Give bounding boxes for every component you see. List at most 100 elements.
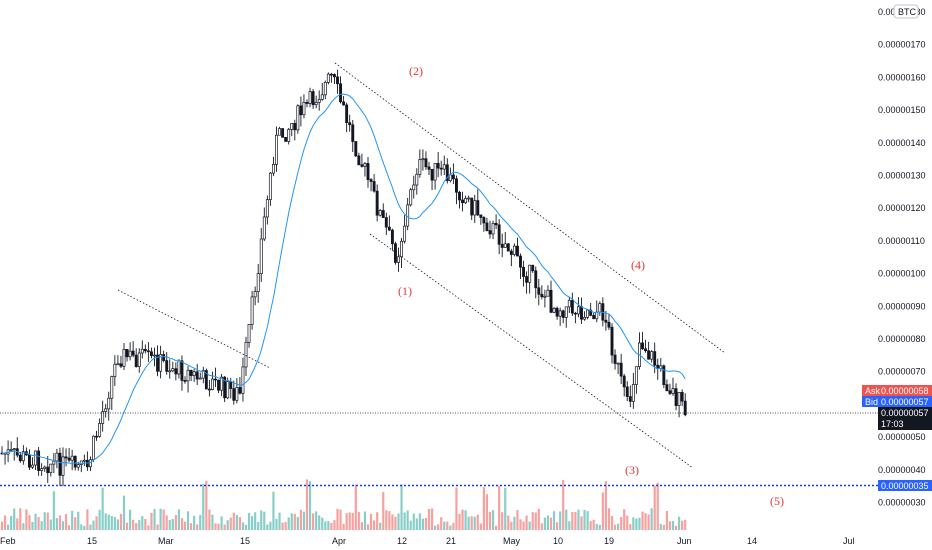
- trendline-feb[interactable]: [117, 289, 271, 369]
- volume-bar: [156, 524, 159, 530]
- volume-bar: [513, 516, 516, 530]
- volume-bar: [150, 512, 153, 530]
- volume-bar: [25, 509, 28, 530]
- volume-bar: [369, 513, 373, 530]
- candle: [186, 366, 190, 393]
- candle: [403, 214, 407, 244]
- volume-bar: [562, 479, 565, 530]
- volume-bar: [162, 509, 165, 530]
- candle: [662, 364, 666, 389]
- candle: [95, 430, 98, 441]
- candle: [595, 300, 599, 323]
- candle: [506, 242, 510, 252]
- volume-bar: [122, 495, 126, 530]
- candle: [421, 149, 425, 171]
- candle: [512, 243, 516, 257]
- volume-bar: [64, 514, 68, 530]
- candle: [625, 381, 629, 401]
- candles: [0, 69, 687, 487]
- volume-bar: [241, 522, 245, 530]
- candle: [259, 228, 263, 282]
- volume-bar: [266, 524, 269, 530]
- volume-bar: [113, 516, 116, 530]
- candle: [323, 80, 327, 100]
- candle: [653, 342, 657, 374]
- candle: [180, 355, 184, 391]
- price-tick-label: 0.00000100: [878, 269, 926, 279]
- price-tick-label: 0.00000090: [878, 301, 926, 311]
- volume-bar: [77, 511, 80, 530]
- candle: [293, 119, 297, 141]
- volume-bar: [525, 515, 528, 530]
- candle: [153, 347, 156, 367]
- volume-bar: [153, 508, 156, 530]
- price-axis[interactable]: 0.000001800.000001700.000001600.00000150…: [878, 7, 926, 508]
- volume-bar: [647, 514, 650, 530]
- candle: [586, 309, 590, 320]
- volume-bar: [281, 522, 284, 530]
- volume-bar: [174, 515, 177, 530]
- price-tick-label: 0.00000070: [878, 367, 926, 377]
- volume-bar: [190, 523, 193, 530]
- ask-badge: Ask 0.00000058: [862, 385, 932, 396]
- volume-bar: [244, 524, 248, 530]
- volume-bar: [272, 491, 275, 530]
- volume-bar: [464, 510, 467, 530]
- volume-bar: [318, 515, 321, 530]
- candle: [250, 290, 254, 330]
- candle: [515, 237, 519, 257]
- currency-label: BTC: [898, 7, 917, 17]
- date-tick-label: Mar: [158, 536, 174, 546]
- candle: [339, 76, 343, 104]
- volume-bar: [10, 515, 13, 530]
- candle: [567, 297, 571, 314]
- candle: [171, 361, 175, 373]
- volume-bar: [251, 516, 254, 530]
- volume-bar: [598, 524, 601, 530]
- date-tick-label: 14: [747, 536, 757, 546]
- volume-bar: [104, 513, 107, 530]
- candle: [195, 363, 199, 385]
- volume-bar: [284, 521, 287, 530]
- volume-bar: [13, 508, 16, 530]
- candle: [146, 342, 150, 362]
- countdown-timer: 17:03: [881, 419, 904, 429]
- volume-bar: [601, 492, 604, 530]
- volume-bar: [165, 515, 168, 530]
- volume-bar: [504, 487, 507, 530]
- volume-bar: [183, 521, 187, 530]
- date-tick-label: Feb: [0, 536, 16, 546]
- candle: [476, 189, 480, 217]
- candle: [122, 343, 126, 371]
- candle: [314, 95, 318, 109]
- volume-bar: [232, 512, 235, 530]
- candle: [576, 297, 580, 318]
- wave-label-3: (3): [625, 463, 639, 477]
- volume-bar: [290, 513, 293, 530]
- volume-bar: [476, 514, 479, 530]
- time-axis[interactable]: Feb 15 Mar 15 Apr 12 21 May 10 19 Jun 14 Jul: [0, 536, 855, 546]
- candle: [656, 358, 660, 380]
- volume-bar: [339, 509, 342, 530]
- candle: [82, 454, 86, 466]
- candle: [336, 69, 339, 94]
- volume-bar: [568, 521, 571, 530]
- candle: [156, 345, 159, 377]
- candle: [494, 214, 498, 230]
- volume-bar: [446, 521, 449, 530]
- candle: [189, 369, 193, 382]
- bid-label: Bid: [865, 397, 878, 407]
- candle: [150, 347, 153, 359]
- volume-bar: [95, 516, 98, 530]
- volume-bar: [501, 512, 504, 530]
- volume-bar: [388, 511, 391, 530]
- volume-bar: [577, 509, 580, 530]
- candle: [500, 233, 504, 258]
- volume-bar: [540, 523, 543, 530]
- volume-bar: [80, 524, 83, 530]
- volume-bar: [86, 509, 89, 530]
- candle: [622, 373, 626, 397]
- trendline-upper-channel[interactable]: [334, 62, 726, 354]
- candle: [488, 220, 492, 239]
